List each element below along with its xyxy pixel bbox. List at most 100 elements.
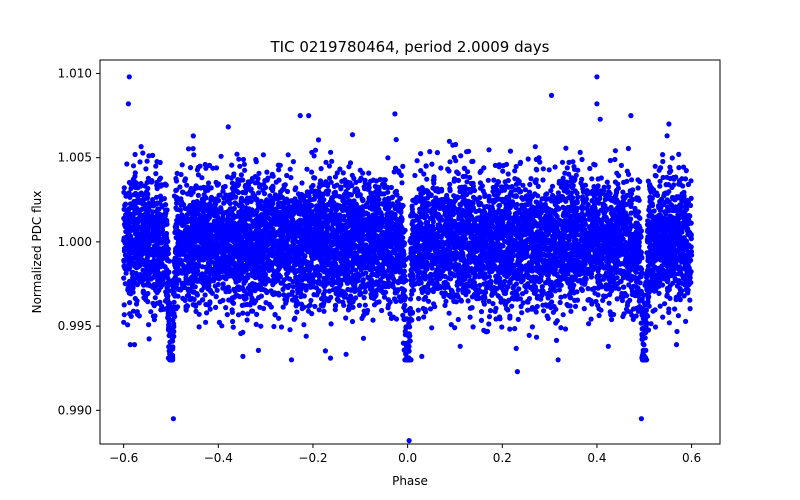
data-point — [581, 306, 587, 312]
data-point — [620, 189, 626, 195]
data-point — [276, 167, 282, 173]
data-point — [258, 293, 264, 299]
data-point — [481, 165, 487, 171]
data-point — [418, 168, 424, 174]
data-point — [173, 175, 179, 182]
data-point — [290, 279, 296, 285]
data-point — [230, 318, 236, 325]
data-point — [123, 270, 129, 276]
data-point — [560, 312, 566, 318]
data-point — [605, 184, 612, 190]
data-point — [153, 171, 159, 177]
data-point — [328, 149, 334, 155]
data-point — [660, 174, 666, 181]
data-point — [349, 318, 356, 325]
data-point — [382, 177, 388, 183]
data-point — [121, 185, 127, 191]
data-point — [421, 314, 427, 320]
data-point — [422, 215, 428, 221]
data-point — [525, 307, 531, 313]
data-point — [130, 163, 137, 169]
data-point — [676, 165, 682, 171]
data-point — [455, 177, 462, 183]
data-point — [421, 171, 427, 177]
data-point — [201, 184, 207, 190]
data-point — [343, 315, 349, 321]
data-point — [434, 186, 440, 192]
data-point — [423, 163, 429, 169]
data-point — [481, 301, 487, 307]
data-point — [143, 166, 149, 172]
data-point — [180, 189, 186, 195]
data-point — [451, 178, 457, 184]
data-point — [307, 302, 313, 308]
data-point — [557, 299, 563, 306]
data-point — [620, 313, 626, 320]
data-point — [478, 317, 485, 323]
data-point — [559, 159, 566, 165]
data-point — [288, 175, 294, 181]
data-point — [477, 195, 483, 201]
data-point — [526, 189, 533, 195]
data-point — [429, 265, 435, 271]
data-point — [287, 166, 293, 172]
data-point — [467, 314, 473, 320]
data-point — [549, 183, 556, 189]
data-point — [556, 287, 563, 293]
data-point — [152, 295, 158, 301]
data-point — [216, 192, 222, 198]
data-point — [496, 162, 502, 168]
data-point — [660, 158, 666, 165]
data-point — [379, 307, 385, 314]
data-point — [260, 152, 266, 158]
data-point — [574, 199, 580, 206]
data-point — [532, 144, 538, 150]
data-point — [501, 298, 507, 304]
data-point — [505, 171, 511, 177]
data-point — [558, 325, 564, 331]
data-point — [512, 168, 518, 174]
data-point — [606, 271, 612, 277]
data-point — [540, 177, 546, 183]
data-point — [660, 314, 666, 320]
data-point — [312, 303, 318, 309]
data-point — [187, 165, 194, 171]
data-point — [425, 282, 431, 288]
data-point — [220, 188, 226, 194]
data-point — [512, 326, 518, 332]
data-point — [225, 124, 231, 130]
data-point — [157, 159, 163, 166]
data-point — [240, 177, 246, 183]
data-point — [205, 180, 212, 186]
data-point — [455, 316, 461, 323]
data-point — [666, 309, 672, 315]
data-point — [672, 306, 678, 312]
data-point — [596, 312, 602, 319]
data-point — [271, 323, 277, 330]
data-point — [328, 321, 334, 327]
data-point — [184, 182, 190, 188]
data-point — [442, 302, 448, 308]
data-point — [526, 332, 532, 338]
data-point — [140, 150, 146, 156]
data-point — [628, 113, 634, 119]
data-point — [253, 157, 259, 163]
data-point — [486, 274, 492, 280]
chart-title: TIC 0219780464, period 2.0009 days — [269, 38, 549, 56]
data-point — [554, 206, 560, 212]
data-point — [656, 290, 662, 296]
data-point — [178, 171, 184, 178]
data-point — [562, 326, 569, 332]
data-point — [280, 304, 286, 310]
data-point — [301, 322, 307, 328]
data-point — [611, 311, 617, 318]
data-point — [362, 302, 368, 308]
data-point — [527, 181, 533, 188]
data-point — [284, 188, 291, 195]
data-point — [191, 152, 197, 158]
data-point — [438, 165, 444, 171]
data-point — [171, 329, 177, 335]
data-point — [351, 175, 357, 181]
data-point — [402, 302, 408, 308]
